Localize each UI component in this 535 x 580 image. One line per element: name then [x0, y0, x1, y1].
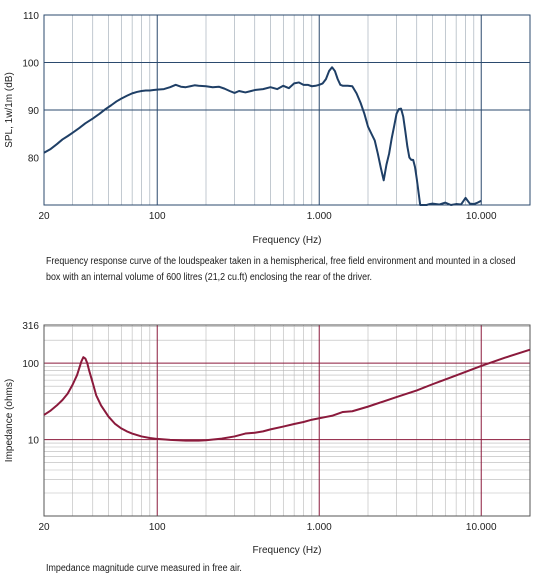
- frequency-response-y-tick-label: 100: [22, 59, 39, 70]
- spl-series-line: [43, 66, 482, 206]
- impedance-y-tick-label: 100: [22, 359, 39, 370]
- frequency-response-plot-frame: [43, 14, 531, 206]
- impedance-caption: Impedance magnitude curve measured in fr…: [46, 563, 242, 574]
- impedance-x-tick-label: 10.000: [466, 522, 497, 533]
- impedance-x-tick-label: 20: [38, 522, 50, 533]
- impedance-chart: 10 100 316 20 100 1.000 10.000 Frequency (Hz)…: [4, 321, 531, 556]
- frequency-response-x-tick-label: 1.000: [307, 211, 332, 222]
- frequency-response-x-tick-label: 20: [38, 211, 50, 222]
- frequency-response-y-tick-label: 80: [28, 154, 40, 165]
- impedance-y-tick-label: 316: [22, 321, 39, 332]
- impedance-y-tick-label: 10: [28, 436, 40, 447]
- frequency-response-x-tick-label: 100: [149, 211, 166, 222]
- impedance-x-tick-label: 1.000: [307, 522, 332, 533]
- frequency-response-y-axis-label: SPL, 1w/1m (dB): [4, 72, 15, 148]
- impedance-x-axis-label: Frequency (Hz): [253, 545, 322, 556]
- impedance-x-tick-label: 100: [149, 522, 166, 533]
- frequency-response-chart: 80 90 100 110 20 100 1.000 10.000 Frequency (H…: [4, 11, 531, 246]
- frequency-response-y-tick-label: 90: [28, 106, 40, 117]
- impedance-plot-frame: [43, 324, 531, 517]
- impedance-series-line: [43, 348, 531, 442]
- frequency-response-x-tick-label: 10.000: [466, 211, 497, 222]
- frequency-response-caption: Frequency response curve of the loudspea…: [46, 256, 516, 283]
- impedance-y-axis-label: Impedance (ohms): [4, 379, 15, 462]
- frequency-response-y-tick-label: 110: [23, 11, 39, 22]
- frequency-response-x-axis-label: Frequency (Hz): [253, 235, 322, 246]
